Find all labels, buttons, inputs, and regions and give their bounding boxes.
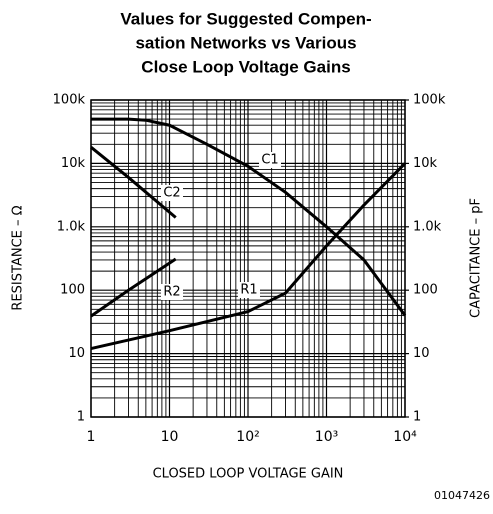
chart-title: Close Loop Voltage Gains	[141, 57, 350, 76]
x-tick-label: 10³	[315, 429, 338, 445]
x-axis-label: CLOSED LOOP VOLTAGE GAIN	[153, 467, 344, 482]
x-tick-label: 10²	[236, 429, 259, 445]
series-label-bg	[161, 185, 183, 201]
y2-tick-label: 100	[413, 283, 438, 298]
series-label: R2	[163, 285, 180, 300]
x-tick-label: 10	[161, 429, 179, 445]
plot-frame	[90, 99, 406, 418]
figure-number: 01047426	[434, 489, 490, 502]
chart-title: Values for Suggested Compen-	[120, 9, 371, 28]
y2-tick-label: 10k	[413, 156, 438, 171]
line-series	[90, 146, 177, 219]
y-tick-label: 100k	[53, 93, 86, 108]
series-label: C1	[261, 153, 278, 168]
y2-tick-label: 100k	[413, 93, 446, 108]
series-label-bg	[238, 282, 260, 298]
series-label-bg	[259, 152, 281, 168]
line-series	[90, 162, 407, 351]
y-tick-label: 10k	[61, 156, 86, 171]
y-tick-label: 10	[68, 346, 85, 361]
y-tick-label: 100	[60, 283, 85, 298]
y2-tick-label: 10	[413, 346, 430, 361]
y2-tick-label: 1	[413, 410, 421, 425]
x-tick-label: 1	[87, 429, 96, 445]
series-label: C2	[163, 186, 180, 201]
x-tick-label: 10⁴	[393, 429, 417, 445]
series-label: R1	[240, 283, 257, 298]
y2-tick-label: 1.0k	[413, 219, 442, 234]
chart-title: sation Networks vs Various	[135, 33, 356, 52]
y-axis-label: RESISTANCE – Ω	[11, 205, 26, 310]
y-tick-label: 1	[77, 410, 85, 425]
line-series	[91, 117, 407, 317]
series-label-bg	[161, 284, 183, 300]
y2-axis-label: CAPACITANCE – pF	[469, 198, 484, 318]
y-tick-label: 1.0k	[57, 219, 86, 234]
line-series	[90, 257, 177, 318]
